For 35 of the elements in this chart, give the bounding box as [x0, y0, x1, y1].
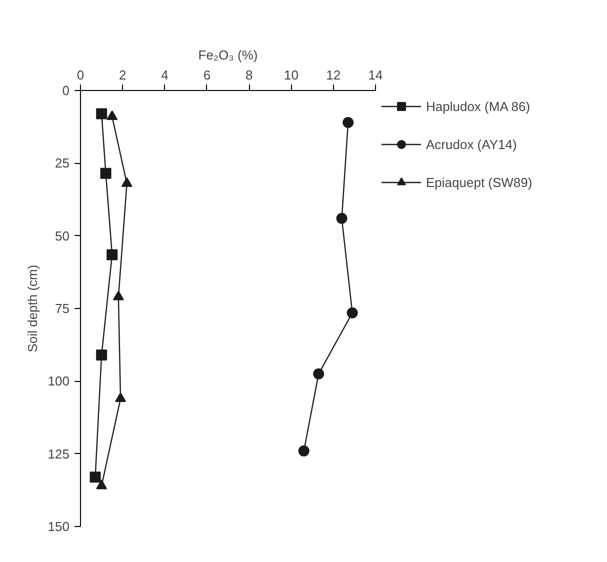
point: [100, 168, 112, 179]
point: [115, 392, 126, 402]
legend-label: Epiaquept (SW89): [426, 174, 532, 190]
x-tick-label: 6: [203, 68, 211, 82]
point: [90, 472, 101, 483]
point: [96, 350, 108, 361]
point: [298, 445, 310, 456]
x-tick-label: 2: [119, 68, 126, 82]
legend-label: Acrudox (AY14): [426, 136, 517, 152]
x-axis-title: Fe₂O₃ (%): [198, 48, 258, 62]
point: [106, 110, 118, 120]
point: [112, 290, 124, 300]
y-axis-title: Soil depth (cm): [24, 264, 40, 352]
x-tick-label: 4: [161, 68, 168, 82]
point: [106, 249, 118, 260]
y-tick-label: 25: [55, 156, 70, 171]
point: [342, 116, 354, 128]
y-tick-label: 100: [48, 374, 70, 389]
y-tick-label: 75: [55, 301, 70, 316]
x-tick-label: 8: [245, 68, 253, 82]
legend-label: Hapludox (MA 86): [426, 98, 530, 114]
x-tick-label: 0: [76, 68, 84, 82]
point: [346, 307, 358, 318]
y-tick-label: 125: [48, 446, 70, 462]
y-tick-label: 50: [55, 228, 70, 244]
point: [336, 212, 348, 224]
point: [121, 177, 132, 187]
y-tick-label: 150: [48, 519, 70, 534]
x-tick-label: 14: [368, 68, 383, 82]
x-tick-label: 10: [284, 68, 298, 82]
y-tick-label: 0: [62, 83, 70, 98]
point: [313, 368, 324, 380]
point: [96, 480, 108, 490]
point: [96, 108, 108, 120]
x-tick-label: 12: [326, 68, 341, 82]
